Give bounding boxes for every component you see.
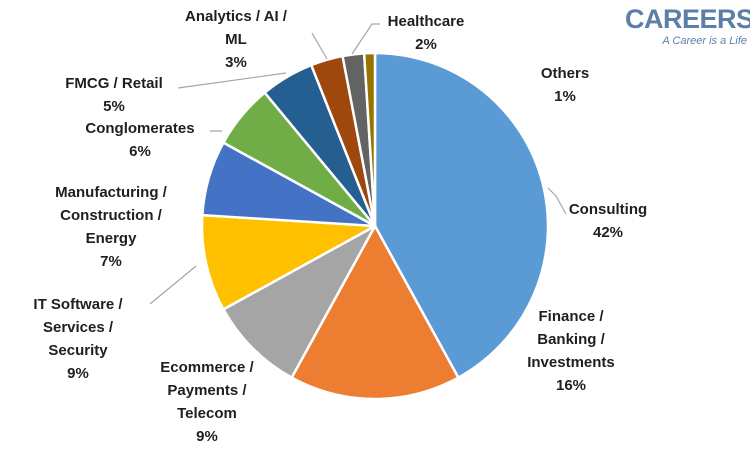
slice-label-7: Analytics / AI / ML 3%: [185, 8, 288, 71]
slice-value-5: 6%: [129, 143, 151, 160]
slice-label-8: Healthcare 2%: [388, 13, 465, 53]
slice-label-line: Banking /: [537, 331, 605, 348]
slice-label-line: Healthcare: [388, 13, 465, 30]
leader-line-7: [311, 32, 328, 60]
logo-tagline: A Career is a Life: [661, 35, 747, 47]
slice-label-line: ML: [225, 31, 247, 48]
slice-label-0: Consulting 42%: [569, 201, 647, 241]
slice-label-line: Construction /: [60, 207, 162, 224]
leader-line-0: [547, 187, 567, 215]
pie-slice-0: [373, 51, 550, 379]
slice-label-line: Finance /: [538, 308, 604, 325]
slice-label-line: Others: [541, 65, 589, 82]
slice-label-line: Security: [48, 342, 108, 359]
slice-label-5: Conglomerates 6%: [85, 120, 194, 160]
pie-slice-9: [362, 51, 377, 228]
slice-label-line: Telecom: [177, 405, 237, 422]
slice-label-line: IT Software /: [33, 296, 123, 313]
logo-brand: CAREERS: [625, 4, 750, 34]
slice-value-6: 5%: [103, 98, 125, 115]
slice-value-2: 9%: [196, 428, 218, 445]
slice-value-4: 7%: [100, 253, 122, 270]
pie-slices: [200, 51, 550, 401]
pie-slice-1: [290, 224, 460, 401]
careers360-logo: CAREERS360 A Career is a Life: [625, 4, 750, 47]
slice-label-line: Manufacturing /: [55, 184, 167, 201]
slice-value-0: 42%: [593, 224, 623, 241]
pie-slice-2: [222, 224, 377, 379]
slice-label-line: Ecommerce /: [160, 359, 254, 376]
slice-label-9: Others 1%: [541, 65, 589, 105]
logo-brand-text: CAREERS360: [625, 4, 750, 34]
slice-value-1: 16%: [556, 377, 586, 394]
slice-value-8: 2%: [415, 36, 437, 53]
slice-label-line: Consulting: [569, 201, 647, 218]
slice-label-6: FMCG / Retail 5%: [65, 75, 163, 115]
leader-lines: [149, 23, 567, 305]
slice-value-9: 1%: [554, 88, 576, 105]
slice-labels: Consulting 42% Finance / Banking / Investmen…: [33, 8, 647, 445]
pie-slice-3: [200, 213, 377, 311]
slice-value-7: 3%: [225, 54, 247, 71]
slice-label-line: Analytics / AI /: [185, 8, 288, 25]
slice-label-1: Finance / Banking / Investments 16%: [527, 308, 615, 394]
slice-value-3: 9%: [67, 365, 89, 382]
slice-label-line: Energy: [86, 230, 138, 247]
slice-label-line: Payments /: [167, 382, 247, 399]
slice-label-2: Ecommerce / Payments / Telecom 9%: [160, 359, 254, 445]
leader-line-6: [177, 72, 287, 89]
slice-label-line: FMCG / Retail: [65, 75, 163, 92]
slice-label-3: IT Software / Services / Security 9%: [33, 296, 123, 382]
leader-line-8: [351, 23, 380, 55]
slice-label-line: Conglomerates: [85, 120, 194, 137]
leader-line-3: [149, 265, 197, 305]
slice-label-line: Investments: [527, 354, 615, 371]
slice-label-line: Services /: [43, 319, 114, 336]
slice-label-4: Manufacturing / Construction / Energy 7%: [55, 184, 167, 270]
